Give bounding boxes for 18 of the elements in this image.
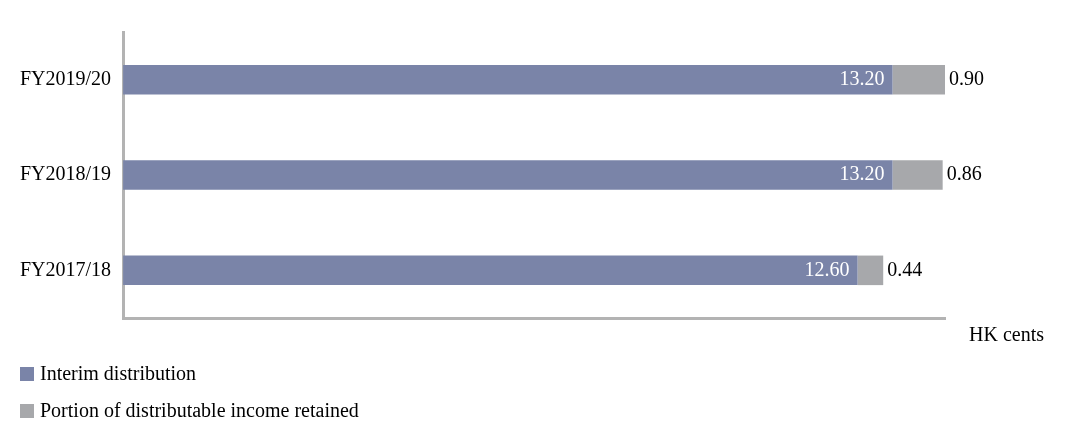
data-label: 0.90 bbox=[949, 66, 984, 89]
bar bbox=[857, 255, 884, 286]
bar bbox=[123, 255, 858, 286]
legend-label: Interim distribution bbox=[40, 362, 197, 385]
data-label: 12.60 bbox=[804, 257, 850, 280]
y-tick-label: FY2019/20 bbox=[20, 66, 112, 89]
bar bbox=[123, 160, 893, 190]
bar bbox=[892, 160, 943, 190]
data-label: 13.20 bbox=[839, 66, 885, 89]
data-label: 0.86 bbox=[946, 162, 982, 185]
bar bbox=[123, 64, 893, 95]
data-label: 0.44 bbox=[887, 257, 923, 280]
legend-label: Portion of distributable income retained bbox=[40, 399, 359, 422]
y-tick-label: FY2017/18 bbox=[20, 257, 112, 280]
x-axis-title: HK cents bbox=[969, 323, 1045, 346]
y-tick-label: FY2018/19 bbox=[20, 162, 112, 185]
bar bbox=[892, 64, 945, 95]
data-label: 13.20 bbox=[839, 162, 885, 185]
